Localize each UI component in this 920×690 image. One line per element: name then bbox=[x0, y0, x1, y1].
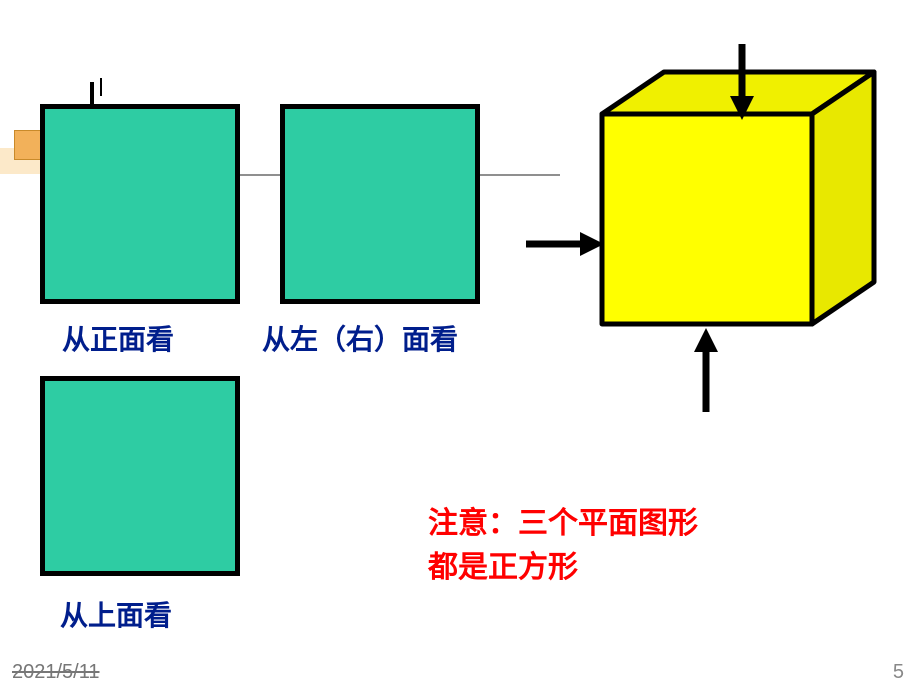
cube-side-face bbox=[812, 72, 874, 324]
deco-tick-2 bbox=[100, 78, 102, 96]
arrow-from-left bbox=[520, 220, 610, 268]
note-line1: 注意：三个平面图形 bbox=[428, 507, 698, 540]
note-text: 注意：三个平面图形 都是正方形 bbox=[428, 502, 698, 589]
label-side: 从左（右）面看 bbox=[262, 318, 458, 358]
slide-canvas: 从正面看 从左（右）面看 从上面看 注意：三个平面图形 都是正方形 2021/5… bbox=[0, 0, 920, 690]
arrow-from-bottom bbox=[682, 322, 730, 416]
deco-tick-1 bbox=[90, 82, 94, 104]
footer-date: 2021/5/11 bbox=[12, 661, 100, 684]
cube-front-face bbox=[602, 114, 812, 324]
label-top: 从上面看 bbox=[60, 594, 172, 634]
note-line2: 都是正方形 bbox=[428, 551, 578, 584]
arrow-from-top bbox=[718, 40, 766, 124]
footer-page: 5 bbox=[893, 661, 904, 684]
square-top-view bbox=[40, 376, 240, 576]
label-front: 从正面看 bbox=[62, 318, 174, 358]
square-front-view bbox=[40, 104, 240, 304]
square-side-view bbox=[280, 104, 480, 304]
